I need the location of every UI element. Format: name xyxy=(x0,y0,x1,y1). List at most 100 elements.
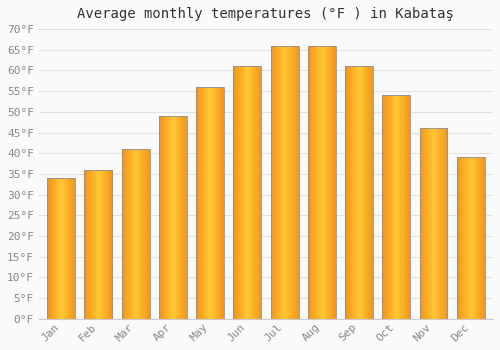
Bar xyxy=(458,158,459,319)
Bar xyxy=(96,170,98,319)
Bar xyxy=(184,116,185,319)
Bar xyxy=(318,46,319,319)
Bar xyxy=(404,95,406,319)
Bar xyxy=(201,87,202,319)
Bar xyxy=(357,66,358,319)
Bar xyxy=(56,178,58,319)
Bar xyxy=(108,170,110,319)
Bar xyxy=(464,158,466,319)
Bar xyxy=(211,87,212,319)
Bar xyxy=(134,149,136,319)
Bar xyxy=(208,87,210,319)
Bar xyxy=(47,178,48,319)
Bar xyxy=(352,66,354,319)
Bar xyxy=(126,149,128,319)
Bar xyxy=(242,66,244,319)
Bar xyxy=(434,128,436,319)
Bar xyxy=(140,149,141,319)
Bar xyxy=(484,158,485,319)
Bar xyxy=(350,66,352,319)
Bar xyxy=(159,116,160,319)
Bar xyxy=(444,128,445,319)
Bar xyxy=(480,158,481,319)
Bar xyxy=(60,178,62,319)
Bar xyxy=(347,66,348,319)
Bar xyxy=(296,46,298,319)
Bar xyxy=(132,149,133,319)
Bar xyxy=(141,149,142,319)
Bar xyxy=(430,128,431,319)
Bar xyxy=(356,66,358,319)
Bar xyxy=(170,116,171,319)
Bar xyxy=(437,128,438,319)
Bar xyxy=(276,46,278,319)
Bar xyxy=(385,95,386,319)
Bar xyxy=(354,66,356,319)
Bar xyxy=(440,128,441,319)
Bar xyxy=(439,128,440,319)
Bar xyxy=(249,66,250,319)
Bar xyxy=(86,170,88,319)
Bar xyxy=(218,87,220,319)
Bar xyxy=(105,170,106,319)
Bar xyxy=(145,149,146,319)
Bar xyxy=(178,116,180,319)
Bar xyxy=(288,46,290,319)
Bar xyxy=(404,95,405,319)
Bar xyxy=(420,128,422,319)
Bar xyxy=(349,66,350,319)
Bar xyxy=(164,116,166,319)
Bar xyxy=(290,46,291,319)
Bar xyxy=(216,87,217,319)
Bar xyxy=(122,149,124,319)
Bar xyxy=(292,46,293,319)
Bar xyxy=(87,170,88,319)
Bar xyxy=(423,128,424,319)
Bar xyxy=(402,95,403,319)
Bar xyxy=(277,46,278,319)
Bar xyxy=(422,128,424,319)
Bar xyxy=(334,46,335,319)
Bar xyxy=(280,46,281,319)
Bar xyxy=(106,170,107,319)
Bar xyxy=(316,46,318,319)
Bar xyxy=(101,170,102,319)
Bar xyxy=(444,128,446,319)
Bar xyxy=(441,128,442,319)
Bar xyxy=(256,66,258,319)
Bar xyxy=(424,128,426,319)
Bar xyxy=(162,116,163,319)
Bar xyxy=(371,66,372,319)
Bar xyxy=(253,66,254,319)
Bar xyxy=(312,46,314,319)
Bar xyxy=(329,46,330,319)
Bar xyxy=(181,116,182,319)
Bar xyxy=(295,46,296,319)
Bar xyxy=(406,95,408,319)
Bar xyxy=(214,87,216,319)
Bar xyxy=(129,149,130,319)
Bar xyxy=(442,128,443,319)
Bar xyxy=(364,66,365,319)
Bar xyxy=(399,95,400,319)
Bar xyxy=(47,178,75,319)
Bar xyxy=(291,46,292,319)
Bar xyxy=(68,178,69,319)
Bar xyxy=(446,128,448,319)
Bar xyxy=(403,95,404,319)
Bar xyxy=(279,46,280,319)
Bar xyxy=(133,149,134,319)
Bar xyxy=(282,46,284,319)
Bar xyxy=(74,178,76,319)
Bar xyxy=(458,158,460,319)
Bar xyxy=(148,149,149,319)
Bar xyxy=(206,87,208,319)
Bar xyxy=(258,66,260,319)
Bar xyxy=(436,128,438,319)
Bar xyxy=(429,128,430,319)
Bar xyxy=(425,128,426,319)
Bar xyxy=(368,66,370,319)
Bar xyxy=(169,116,170,319)
Bar xyxy=(472,158,474,319)
Bar xyxy=(160,116,162,319)
